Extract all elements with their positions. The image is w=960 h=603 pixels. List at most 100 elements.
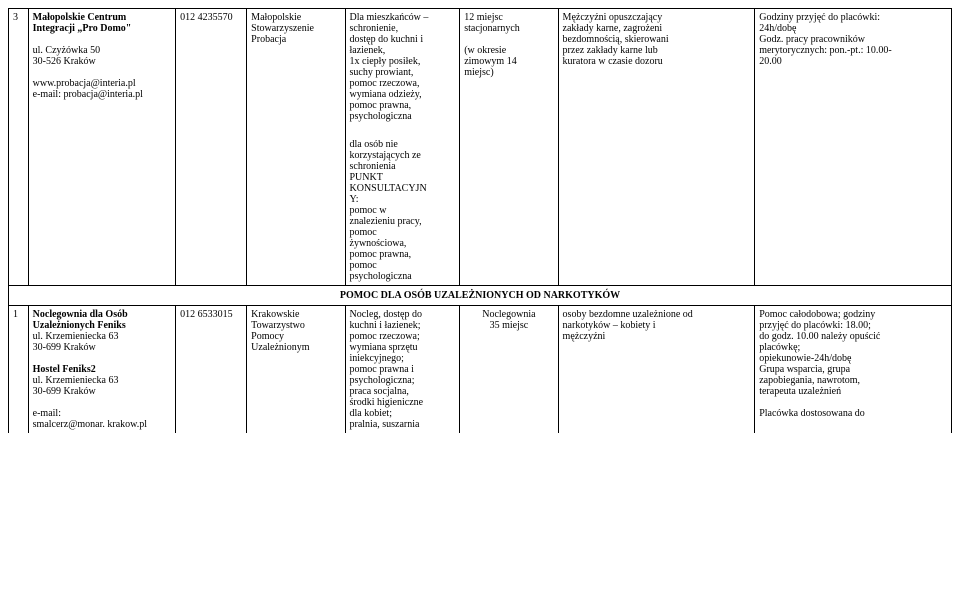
tgt-line: mężczyźni: [563, 331, 606, 342]
facility-name-cell: Małopolskie Centrum Integracji „Pro Domo…: [28, 9, 176, 286]
svc-line: iniekcyjnego;: [350, 353, 404, 364]
svc-line: pomoc w: [350, 205, 387, 216]
svc-line: psychologiczna;: [350, 375, 415, 386]
svc-line: schronienie,: [350, 23, 399, 34]
svc-line: pomoc prawna,: [350, 249, 412, 260]
hrs-line: merytorycznych: pon.-pt.: 10.00-: [759, 45, 891, 56]
svc-line: łazienek,: [350, 45, 386, 56]
hrs-line: Godziny przyjęć do placówki:: [759, 12, 880, 23]
row-number: 3: [9, 9, 29, 286]
svc-line: pomoc: [350, 260, 377, 271]
facility-name: Integracji „Pro Domo": [33, 23, 132, 34]
svc-line: pomoc prawna i: [350, 364, 414, 375]
section-header-row: POMOC DLA OSÓB UZALEŻNIONYCH OD NARKOTYK…: [9, 286, 952, 306]
hrs-line: Grupa wsparcia, grupa: [759, 364, 850, 375]
organization-cell: Małopolskie Stowarzyszenie Probacja: [247, 9, 345, 286]
phone-code: 012 6533015: [176, 306, 247, 434]
email: smalcerz@monar. krakow.pl: [33, 419, 147, 430]
cap-line: zimowym 14: [464, 56, 517, 67]
services-cell: Dla mieszkańców – schronienie, dostęp do…: [345, 9, 460, 126]
cap-line: (w okresie: [464, 45, 506, 56]
svc-line: korzystających ze: [350, 150, 421, 161]
tgt-line: przez zakłady karne lub: [563, 45, 658, 56]
svc-line: dla kobiet;: [350, 408, 393, 419]
website: www.probacja@interia.pl: [33, 78, 136, 89]
hrs-line: zapobiegania, nawrotom,: [759, 375, 860, 386]
email: e-mail: probacja@interia.pl: [33, 89, 143, 100]
tgt-line: bezdomnością, skierowani: [563, 34, 669, 45]
hrs-line: placówkę;: [759, 342, 800, 353]
svc-line: 1x ciepły posiłek,: [350, 56, 421, 67]
address: 30-699 Kraków: [33, 342, 96, 353]
svc-line: żywnościowa,: [350, 238, 407, 249]
org-line: Probacja: [251, 34, 286, 45]
facility-name: Małopolskie Centrum: [33, 12, 127, 23]
svc-line: Nocleg, dostęp do: [350, 309, 423, 320]
facility-name: Uzależnionych Feniks: [33, 320, 126, 331]
svc-line: dostęp do kuchni i: [350, 34, 424, 45]
facility-name-cell: Noclegownia dla Osób Uzależnionych Fenik…: [28, 306, 176, 434]
phone-code: 012 4235570: [176, 9, 247, 286]
hrs-line: 20.00: [759, 56, 782, 67]
facility-name: Noclegownia dla Osób: [33, 309, 128, 320]
table-row: 1 Noclegownia dla Osób Uzależnionych Fen…: [9, 306, 952, 434]
hrs-line: opiekunowie-24h/dobę: [759, 353, 851, 364]
services-cell-cont: dla osób nie korzystających ze schronien…: [345, 125, 460, 286]
section-header: POMOC DLA OSÓB UZALEŻNIONYCH OD NARKOTYK…: [9, 286, 952, 306]
svc-line: Y:: [350, 194, 359, 205]
target-cell: Mężczyźni opuszczający zakłady karne, za…: [558, 9, 755, 286]
svc-line: pomoc rzeczowa;: [350, 331, 420, 342]
target-cell: osoby bezdomne uzależnione od narkotyków…: [558, 306, 755, 434]
svc-line: Dla mieszkańców –: [350, 12, 429, 23]
org-line: Krakowskie: [251, 309, 299, 320]
facilities-table: 3 Małopolskie Centrum Integracji „Pro Do…: [8, 8, 952, 433]
svc-line: PUNKT: [350, 172, 383, 183]
svc-line: pomoc prawna,: [350, 100, 412, 111]
cap-line: Noclegownia: [482, 309, 535, 320]
address: ul. Krzemieniecka 63: [33, 375, 119, 386]
capacity-cell: Noclegownia 35 miejsc: [460, 306, 558, 434]
hrs-line: Pomoc całodobowa; godziny: [759, 309, 875, 320]
cap-line: 12 miejsc: [464, 12, 503, 23]
address: ul. Krzemieniecka 63: [33, 331, 119, 342]
svc-line: wymiana sprzętu: [350, 342, 418, 353]
facility-name: Hostel Feniks2: [33, 364, 96, 375]
hrs-line: przyjęć do placówki: 18.00;: [759, 320, 871, 331]
svc-line: KONSULTACYJN: [350, 183, 427, 194]
svc-line: pomoc: [350, 227, 377, 238]
hrs-line: terapeuta uzależnień: [759, 386, 841, 397]
svc-line: praca socjalna,: [350, 386, 409, 397]
svc-line: środki higieniczne: [350, 397, 424, 408]
cap-line: stacjonarnych: [464, 23, 520, 34]
svc-line: pralnia, suszarnia: [350, 419, 420, 430]
svc-line: psychologiczna: [350, 111, 412, 122]
org-line: Pomocy: [251, 331, 284, 342]
svc-line: schronienia: [350, 161, 396, 172]
org-line: Towarzystwo: [251, 320, 305, 331]
svc-line: kuchni i łazienek;: [350, 320, 421, 331]
hrs-line: Godz. pracy pracowników: [759, 34, 865, 45]
svc-line: psychologiczna: [350, 271, 412, 282]
hrs-line: 24h/dobę: [759, 23, 796, 34]
table-row: 3 Małopolskie Centrum Integracji „Pro Do…: [9, 9, 952, 126]
hrs-line: do godz. 10.00 należy opuścić: [759, 331, 880, 342]
address: 30-699 Kraków: [33, 386, 96, 397]
tgt-line: Mężczyźni opuszczający: [563, 12, 663, 23]
svc-line: pomoc rzeczowa,: [350, 78, 420, 89]
tgt-line: kuratora w czasie dozoru: [563, 56, 663, 67]
org-line: Stowarzyszenie: [251, 23, 314, 34]
org-line: Uzależnionym: [251, 342, 309, 353]
organization-cell: Krakowskie Towarzystwo Pomocy Uzależnion…: [247, 306, 345, 434]
cap-line: miejsc): [464, 67, 493, 78]
hours-cell: Pomoc całodobowa; godziny przyjęć do pla…: [755, 306, 952, 434]
svc-line: suchy prowiant,: [350, 67, 414, 78]
org-line: Małopolskie: [251, 12, 301, 23]
tgt-line: narkotyków – kobiety i: [563, 320, 656, 331]
row-number: 1: [9, 306, 29, 434]
capacity-cell: 12 miejsc stacjonarnych (w okresie zimow…: [460, 9, 558, 286]
hours-cell: Godziny przyjęć do placówki: 24h/dobę Go…: [755, 9, 952, 286]
svc-line: dla osób nie: [350, 139, 398, 150]
hrs-line: Placówka dostosowana do: [759, 408, 865, 419]
tgt-line: zakłady karne, zagrożeni: [563, 23, 663, 34]
tgt-line: osoby bezdomne uzależnione od: [563, 309, 693, 320]
